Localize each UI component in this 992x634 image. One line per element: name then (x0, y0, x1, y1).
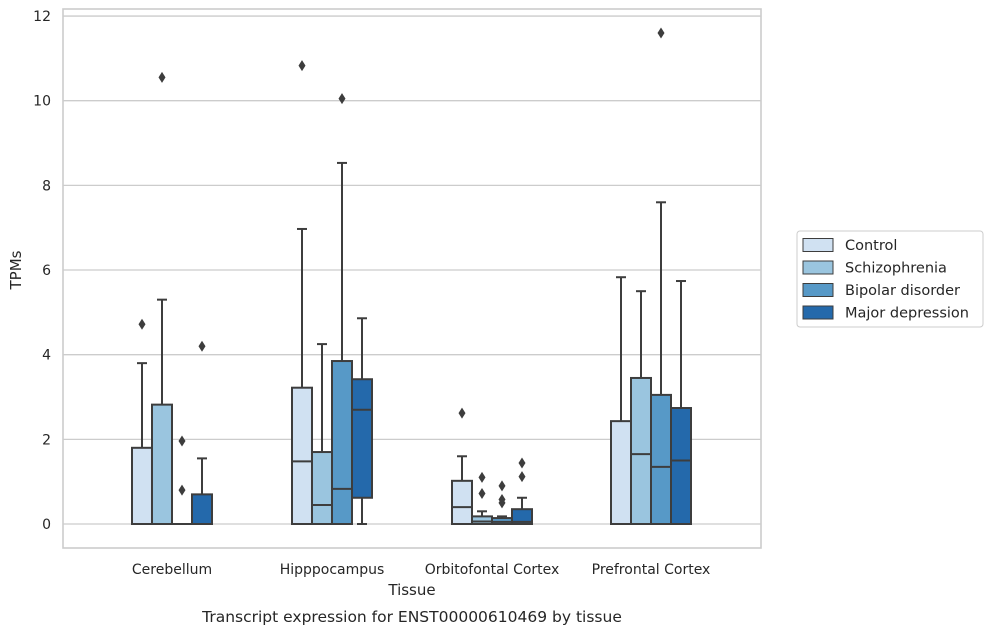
box (151, 71, 173, 525)
box-body (650, 393, 672, 525)
outlier-point (298, 60, 306, 72)
outlier-point (338, 93, 346, 105)
x-tick-label: Orbitofontal Cortex (425, 562, 560, 578)
y-tick-labels: 0 2 4 6 8 10 12 (33, 9, 51, 533)
legend-label: Bipolar disorder (845, 283, 960, 299)
x-tick-label: Hipppocampus (280, 562, 385, 578)
series-major-depression (191, 280, 692, 526)
outlier-point (498, 480, 506, 492)
box-body (291, 386, 313, 525)
legend-label: Control (845, 238, 897, 254)
box (351, 317, 373, 525)
series-bipolar-disorder (172, 27, 672, 526)
outlier-point (518, 471, 526, 483)
box (511, 457, 533, 526)
outlier-point (657, 27, 665, 39)
box-body (670, 407, 692, 526)
box-series (131, 27, 692, 526)
box-body (451, 479, 473, 525)
box (451, 407, 473, 525)
legend-label: Schizophrenia (845, 261, 947, 277)
legend: Control Schizophrenia Bipolar disorder Majo… (796, 230, 984, 328)
series-schizophrenia (151, 71, 652, 526)
outlier-point (478, 471, 486, 483)
outlier-point (178, 435, 186, 447)
box-body (511, 508, 533, 526)
box (670, 280, 692, 526)
box (191, 340, 213, 525)
box-body (610, 420, 632, 525)
outlier-point (478, 488, 486, 500)
box (610, 276, 632, 525)
box-body (311, 451, 333, 525)
outlier-point (178, 484, 186, 496)
box-body (471, 515, 493, 526)
series-control (131, 60, 632, 525)
box (311, 343, 333, 525)
box (650, 27, 672, 525)
y-tick-label: 0 (42, 517, 51, 533)
y-tick-label: 8 (42, 178, 51, 194)
gridlines (63, 15, 761, 525)
x-tick-labels: Cerebellum Hipppocampus Orbitofontal Corte… (132, 562, 710, 578)
legend-label: Major depression (845, 306, 969, 322)
legend-swatch (802, 260, 834, 275)
x-axis-title: Tissue (387, 581, 435, 599)
plot-area-frame (62, 8, 762, 549)
box-body (191, 493, 213, 525)
chart-caption: Transcript expression for ENST0000061046… (201, 608, 622, 626)
legend-swatch (802, 305, 834, 320)
outlier-point (198, 340, 206, 352)
y-tick-label: 2 (42, 432, 51, 448)
box (291, 60, 313, 525)
legend-swatch (802, 238, 834, 252)
box-body (351, 378, 373, 499)
y-axis-title: TPMs (7, 250, 25, 290)
outlier-point (518, 457, 526, 469)
outlier-point (138, 318, 146, 330)
box (172, 435, 192, 525)
outlier-point (158, 71, 166, 83)
y-tick-label: 12 (33, 9, 51, 25)
box-body (131, 446, 153, 525)
box-body (331, 360, 353, 526)
outlier-point (498, 493, 506, 505)
box (630, 290, 652, 525)
legend-swatch (802, 283, 834, 297)
box (331, 93, 353, 526)
outlier-point (458, 407, 466, 419)
box-body (630, 376, 652, 525)
y-tick-label: 6 (42, 263, 51, 279)
x-tick-label: Cerebellum (132, 562, 212, 578)
box (491, 480, 513, 525)
box (131, 318, 153, 525)
y-tick-label: 4 (42, 348, 51, 364)
legend-frame (796, 230, 984, 328)
y-tick-label: 10 (33, 94, 51, 110)
box-body (151, 403, 173, 525)
box (471, 471, 493, 526)
x-tick-label: Prefrontal Cortex (592, 562, 711, 578)
